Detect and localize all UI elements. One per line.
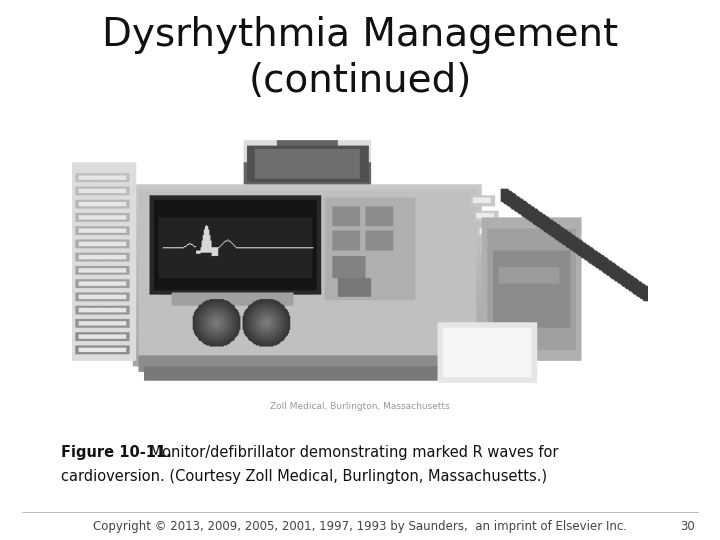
Text: cardioversion. (Courtesy Zoll Medical, Burlington, Massachusetts.): cardioversion. (Courtesy Zoll Medical, B… [61,469,547,484]
Text: Monitor/defibrillator demonstrating marked R waves for: Monitor/defibrillator demonstrating mark… [145,446,559,461]
Text: Dysrhythmia Management
(continued): Dysrhythmia Management (continued) [102,16,618,100]
Text: 30: 30 [680,520,695,533]
Text: Figure 10-11.: Figure 10-11. [61,446,172,461]
Text: Zoll Medical, Burlington, Massachusetts: Zoll Medical, Burlington, Massachusetts [270,402,450,411]
Text: Copyright © 2013, 2009, 2005, 2001, 1997, 1993 by Saunders,  an imprint of Elsev: Copyright © 2013, 2009, 2005, 2001, 1997… [93,520,627,533]
